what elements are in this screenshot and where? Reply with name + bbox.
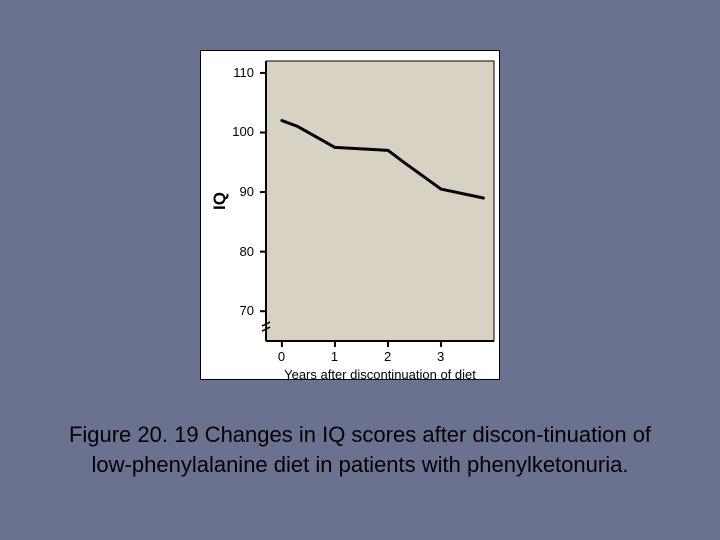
line-chart xyxy=(201,51,501,381)
y-tick-label: 80 xyxy=(240,244,254,259)
y-axis-label: IQ xyxy=(210,192,230,210)
chart-panel: IQ Years after discontinuation of diet 7… xyxy=(200,50,500,380)
y-tick-label: 100 xyxy=(232,124,254,139)
caption-line-2: low-phenylalanine diet in patients with … xyxy=(92,452,629,477)
x-tick-label: 3 xyxy=(437,349,444,364)
y-tick-label: 90 xyxy=(240,184,254,199)
x-tick-label: 0 xyxy=(278,349,285,364)
caption-line-1: Figure 20. 19 Changes in IQ scores after… xyxy=(69,422,651,447)
figure-caption: Figure 20. 19 Changes in IQ scores after… xyxy=(0,420,720,479)
x-tick-label: 2 xyxy=(384,349,391,364)
x-tick-label: 1 xyxy=(331,349,338,364)
y-tick-label: 110 xyxy=(233,65,254,80)
y-tick-label: 70 xyxy=(240,303,254,318)
x-axis-label: Years after discontinuation of diet xyxy=(266,367,494,382)
